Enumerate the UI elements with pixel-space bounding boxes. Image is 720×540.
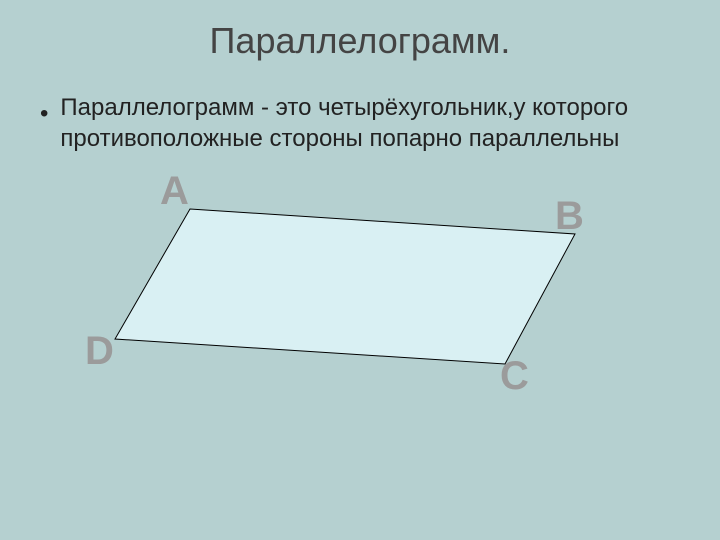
vertex-label-b: В [555, 194, 584, 239]
parallelogram-shape [0, 164, 720, 424]
bullet-text: Параллелограмм - это четырёхугольник,у к… [60, 92, 680, 154]
bullet-dot-icon: • [40, 100, 48, 128]
parallelogram-diagram: А В С D [0, 164, 720, 464]
vertex-label-a: А [160, 169, 189, 214]
vertex-label-c: С [500, 354, 529, 399]
bullet-container: • Параллелограмм - это четырёхугольник,у… [0, 62, 720, 164]
vertex-label-d: D [85, 329, 114, 374]
parallelogram-polygon [115, 209, 575, 364]
slide: Параллелограмм. • Параллелограмм - это ч… [0, 0, 720, 540]
bullet-item: • Параллелограмм - это четырёхугольник,у… [40, 92, 680, 154]
slide-title: Параллелограмм. [0, 0, 720, 62]
